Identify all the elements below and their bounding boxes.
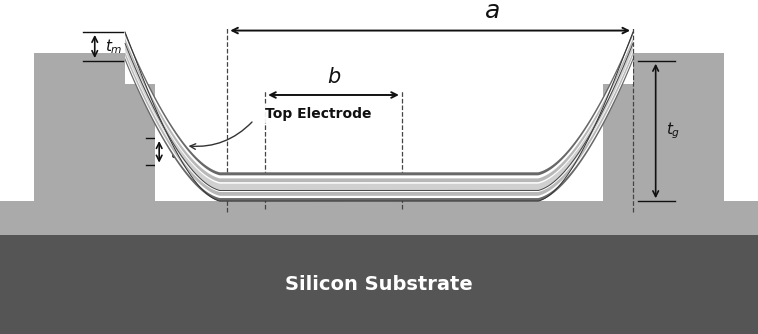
Bar (125, 53, 155, 84)
Text: Top Electrode: Top Electrode (265, 107, 371, 121)
Polygon shape (125, 32, 633, 201)
Text: b: b (327, 67, 340, 88)
Bar (603, 53, 633, 84)
Bar (603, 53, 724, 235)
Text: $t_m$: $t_m$ (105, 37, 122, 56)
Polygon shape (125, 42, 633, 192)
Text: a: a (485, 0, 500, 23)
Text: $t_g$: $t_g$ (666, 120, 680, 141)
Bar (0, 201, 758, 235)
Polygon shape (125, 35, 633, 198)
Text: $t_i$: $t_i$ (170, 144, 180, 163)
Bar (34, 53, 155, 235)
Bar (0, 235, 758, 334)
Polygon shape (125, 43, 633, 190)
Bar (155, 42, 603, 201)
Text: Silicon Substrate: Silicon Substrate (285, 275, 473, 294)
Polygon shape (125, 38, 633, 196)
